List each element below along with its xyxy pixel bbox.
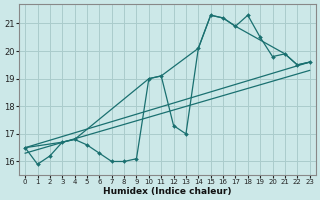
X-axis label: Humidex (Indice chaleur): Humidex (Indice chaleur): [103, 187, 232, 196]
